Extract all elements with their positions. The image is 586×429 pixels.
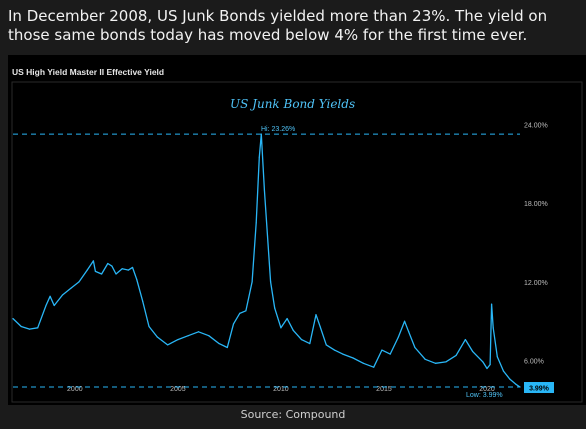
yield-data-point	[86, 269, 88, 271]
yield-data-point	[389, 353, 391, 355]
yield-data-point	[464, 339, 466, 341]
yield-data-point	[37, 327, 39, 329]
yield-chart: US High Yield Master II Effective Yield …	[11, 67, 583, 403]
yield-data-point	[492, 327, 494, 329]
yield-data-point	[515, 383, 517, 385]
yield-data-point	[274, 307, 276, 309]
yield-data-point	[509, 378, 511, 380]
yield-data-point	[28, 328, 31, 330]
yield-data-point	[445, 361, 447, 363]
yield-data-point	[70, 287, 72, 290]
yield-data-point	[258, 156, 260, 158]
x-tick-label: 2015	[376, 386, 392, 393]
yield-data-point	[292, 329, 294, 332]
yield-data-point	[226, 346, 228, 349]
yield-data-point	[121, 268, 123, 270]
yield-data-point	[403, 320, 406, 322]
yield-data-point	[131, 266, 134, 269]
yield-data-point	[455, 354, 457, 356]
yield-data-point	[136, 278, 138, 280]
yield-data-point	[490, 303, 493, 305]
yield-data-point	[127, 269, 130, 271]
yield-data-point	[486, 367, 488, 370]
yield-data-point	[142, 300, 144, 303]
yield-data-point	[362, 362, 364, 364]
yield-data-point	[496, 356, 498, 358]
yield-data-point	[197, 331, 200, 333]
yield-data-point	[61, 294, 64, 296]
x-tick-label: 2000	[67, 386, 83, 393]
yield-data-point	[187, 335, 189, 337]
yield-data-point	[166, 344, 169, 346]
yield-data-point	[107, 262, 109, 265]
yield-data-point	[263, 189, 266, 191]
x-tick-label: 2005	[170, 386, 186, 393]
yield-data-point	[352, 357, 354, 359]
y-tick-label: 24.00%	[524, 122, 548, 129]
yield-data-point	[319, 325, 321, 328]
yield-data-point	[333, 349, 336, 351]
yield-data-point	[115, 273, 117, 275]
yield-data-point	[12, 318, 14, 320]
yield-data-point	[92, 260, 94, 262]
yield-data-point	[232, 323, 235, 325]
yield-data-point	[315, 314, 317, 316]
yield-data-point	[325, 344, 327, 346]
yield-data-point	[342, 353, 344, 355]
yield-data-point	[255, 222, 257, 224]
yield-data-point	[245, 310, 247, 312]
yield-data-point	[408, 331, 410, 333]
y-tick-label: 18.00%	[524, 201, 548, 208]
yield-data-point	[397, 336, 400, 338]
yield-data-point	[280, 327, 282, 329]
yield-data-point	[148, 325, 150, 328]
yield-data-point	[251, 281, 253, 283]
panel-title: US High Yield Master II Effective Yield	[12, 67, 164, 77]
yield-data-point	[177, 339, 179, 341]
low-annotation: Low: 3.99%	[466, 392, 503, 399]
yield-data-point	[373, 366, 375, 368]
yield-data-point	[300, 339, 303, 341]
yield-data-point	[270, 281, 272, 283]
yield-data-point	[101, 273, 103, 275]
source-label: Source: Compound	[240, 408, 346, 421]
high-annotation: Hi: 23.26%	[261, 126, 295, 133]
yield-data-point	[482, 361, 484, 363]
yield-data-point	[218, 342, 220, 345]
yield-data-point	[266, 235, 269, 237]
yield-data-point	[414, 346, 416, 349]
yield-data-point	[260, 133, 262, 135]
yield-data-point	[286, 318, 288, 320]
chart-panel: US High Yield Master II Effective Yield …	[8, 55, 586, 405]
yield-data-point	[471, 350, 474, 353]
yield-data-point	[424, 358, 426, 360]
yield-data-point	[78, 281, 80, 283]
last-value-box	[524, 382, 554, 394]
yield-data-point	[489, 363, 491, 366]
yield-data-point	[20, 325, 22, 328]
last-value-label: 3.99%	[529, 386, 550, 393]
yield-data-point	[156, 336, 158, 338]
yield-data-point	[111, 265, 113, 267]
yield-data-point	[208, 335, 210, 337]
yield-series-line	[12, 133, 521, 388]
yield-data-point	[45, 304, 47, 307]
yield-data-point	[434, 362, 437, 364]
yield-data-point	[381, 349, 383, 351]
yield-data-point	[502, 370, 505, 372]
yield-data-point	[309, 342, 311, 345]
x-tick-label: 2010	[273, 386, 289, 393]
yield-data-point	[49, 295, 51, 297]
chart-title: US Junk Bond Yields	[230, 97, 355, 111]
x-tick-label: 2020	[479, 386, 495, 393]
yield-data-point	[239, 312, 241, 314]
y-tick-label: 12.00%	[524, 280, 548, 287]
yield-data-point	[94, 270, 97, 272]
y-tick-label: 6.00%	[524, 359, 544, 366]
yield-data-point	[53, 304, 55, 307]
headline: In December 2008, US Junk Bonds yielded …	[8, 7, 548, 44]
plot-frame	[11, 81, 583, 403]
